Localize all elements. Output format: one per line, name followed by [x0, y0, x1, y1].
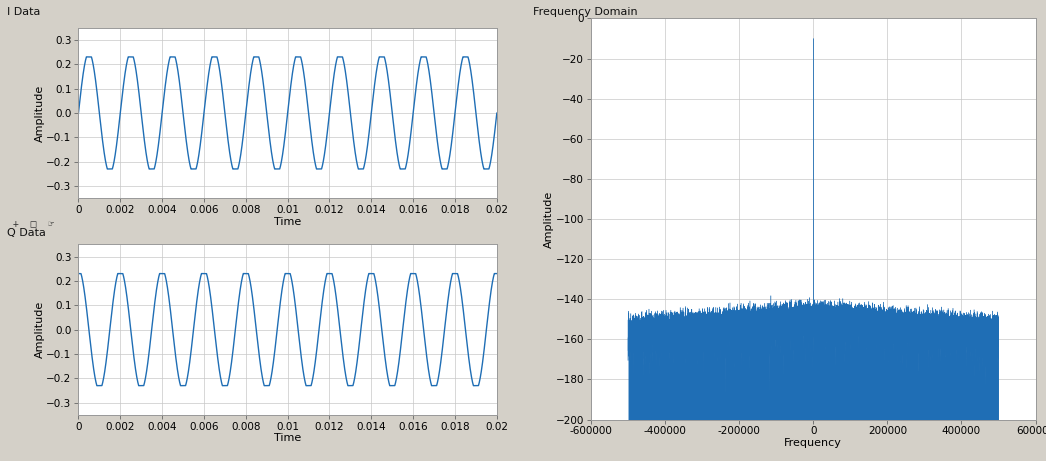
Text: +  □  ☞: + □ ☞: [13, 219, 53, 229]
Text: Frequency Domain: Frequency Domain: [533, 7, 638, 17]
Y-axis label: Amplitude: Amplitude: [35, 301, 45, 358]
X-axis label: Time: Time: [274, 217, 301, 226]
X-axis label: Frequency: Frequency: [784, 438, 842, 448]
Y-axis label: Amplitude: Amplitude: [544, 190, 554, 248]
Text: Q Data: Q Data: [7, 228, 46, 238]
X-axis label: Time: Time: [274, 433, 301, 443]
Y-axis label: Amplitude: Amplitude: [35, 84, 45, 142]
Text: I Data: I Data: [7, 7, 41, 17]
